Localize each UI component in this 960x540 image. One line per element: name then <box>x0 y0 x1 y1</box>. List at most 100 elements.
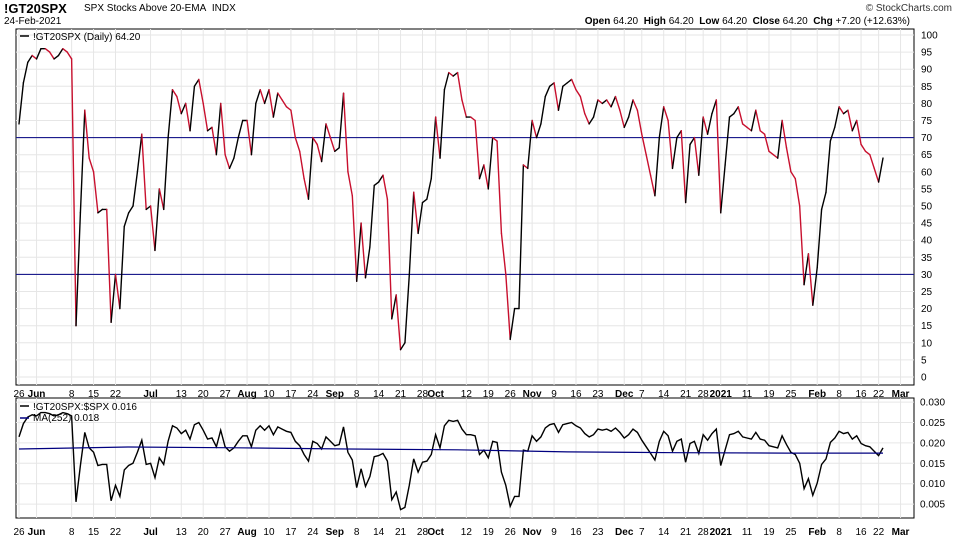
series-segment <box>548 82 555 88</box>
x-tick-label: 8 <box>69 527 75 538</box>
series-segment <box>356 222 362 282</box>
series-segment <box>198 78 204 105</box>
series-segment <box>404 273 411 344</box>
x-tick-label: 15 <box>88 389 100 400</box>
series-segment <box>373 181 380 187</box>
y-tick-label: 0 <box>921 373 927 384</box>
series-segment <box>31 54 38 60</box>
x-tick-label: 17 <box>285 527 297 538</box>
series-segment <box>119 225 125 310</box>
x-tick-label: 28 <box>698 389 710 400</box>
series-segment <box>619 109 625 129</box>
series-segment <box>584 112 590 125</box>
x-tick-label: 21 <box>395 527 407 538</box>
series-segment <box>671 136 678 170</box>
series-segment <box>408 191 415 276</box>
main-panel-frame <box>15 28 915 386</box>
series-segment <box>294 136 301 152</box>
series-segment <box>610 95 617 108</box>
description-text: SPX Stocks Above 20-EMA <box>84 3 207 14</box>
chart-description: SPX Stocks Above 20-EMA INDX <box>84 3 236 14</box>
x-tick-label: 8 <box>354 527 360 538</box>
series-segment <box>706 112 713 135</box>
x-tick-label: Feb <box>808 527 826 538</box>
series-segment <box>220 102 226 156</box>
low-label: Low <box>699 16 720 27</box>
x-tick-label: 27 <box>220 389 232 400</box>
series-segment <box>750 109 757 132</box>
x-tick-label: 22 <box>873 389 885 400</box>
series-segment <box>825 140 832 194</box>
y-tick-label: 30 <box>921 270 933 281</box>
x-tick-label: 2021 <box>710 389 733 400</box>
series-segment <box>627 99 634 118</box>
series-segment <box>820 191 827 211</box>
y-tick-label: 0.020 <box>920 438 945 449</box>
x-tick-label: 22 <box>110 389 122 400</box>
series-segment <box>663 106 669 122</box>
x-tick-label: 14 <box>658 389 670 400</box>
series-segment <box>167 89 174 139</box>
main-panel[interactable]: 26 Jun 8 15 22 Jul 13 20 27 Aug 10 17 24 Sep 8 14 21 28 Oc… <box>13 28 938 400</box>
series-segment <box>755 109 761 132</box>
series-segment <box>570 78 577 91</box>
series-segment <box>724 116 731 166</box>
series-segment <box>689 136 696 146</box>
series-segment <box>316 143 323 163</box>
series-segment <box>838 106 845 115</box>
series-segment <box>728 112 735 118</box>
x-tick-label: Feb <box>808 389 826 400</box>
y-tick-label: 70 <box>921 133 933 144</box>
low-value: 64.20 <box>722 16 748 27</box>
x-tick-label: 2021 <box>710 527 733 538</box>
y-tick-label: 50 <box>921 202 933 213</box>
series-segment <box>601 99 608 105</box>
series-segment <box>338 92 345 149</box>
series-segment <box>575 89 582 98</box>
series-segment <box>693 136 700 176</box>
series-segment <box>132 171 139 207</box>
series-segment <box>158 188 165 211</box>
y-tick-label: 15 <box>921 321 933 332</box>
series-segment <box>746 126 753 132</box>
y-tick-label: 85 <box>921 82 933 93</box>
x-tick-label: 19 <box>763 527 775 538</box>
series-segment <box>579 95 586 115</box>
series-segment <box>500 232 507 276</box>
series-segment <box>391 294 397 320</box>
series-segment <box>154 188 161 252</box>
x-tick-label: 26 <box>13 527 25 538</box>
series-segment <box>478 164 485 180</box>
series-segment <box>193 78 200 88</box>
change-label: Chg <box>813 16 833 27</box>
x-tick-label: 27 <box>220 527 232 538</box>
series-segment <box>834 106 840 129</box>
x-tick-label: 23 <box>592 389 604 400</box>
x-tick-label: 26 <box>13 389 25 400</box>
series-segment <box>149 205 156 252</box>
y-tick-label: 45 <box>921 219 933 230</box>
y-tick-label: 95 <box>921 48 933 59</box>
series-segment <box>768 150 775 156</box>
series-segment <box>233 136 239 159</box>
series-segment <box>202 102 209 132</box>
y-tick-label: 0.010 <box>920 479 945 490</box>
series-segment <box>334 147 340 152</box>
series-segment <box>535 123 542 139</box>
series-segment <box>421 198 428 204</box>
x-tick-label: 24 <box>307 527 319 538</box>
series-segment <box>395 294 402 351</box>
x-tick-label: 20 <box>198 527 210 538</box>
x-tick-label: 20 <box>198 389 210 400</box>
series-segment <box>206 126 213 132</box>
x-tick-label: 8 <box>354 389 360 400</box>
series-segment <box>522 164 529 170</box>
y-tick-label: 40 <box>921 236 933 247</box>
series-segment <box>649 174 656 197</box>
series-segment <box>645 153 652 176</box>
x-tick-label: 14 <box>373 389 385 400</box>
ratio-panel[interactable]: 26 Jun 8 15 22 Jul 13 20 27 Aug 10 17 24 Sep 8 14 21 28 Oc… <box>13 397 945 538</box>
series-segment <box>123 212 130 228</box>
brand-watermark: © StockCharts.com <box>865 3 952 14</box>
